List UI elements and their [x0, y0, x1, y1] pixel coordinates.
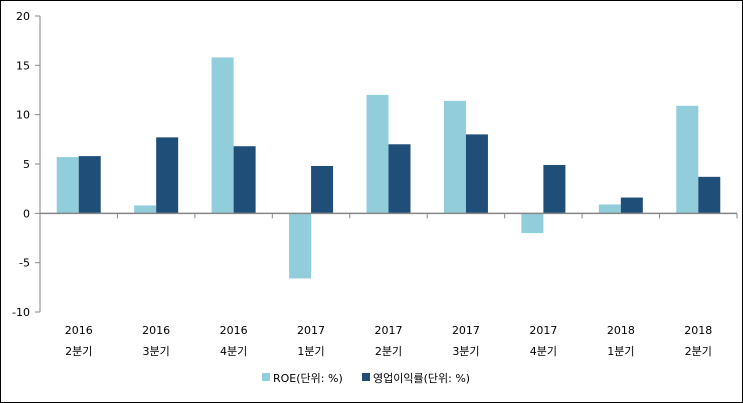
y-tick-label: 0	[23, 207, 30, 220]
x-label-quarter: 2분기	[65, 345, 92, 358]
x-label-year: 2017	[375, 324, 403, 337]
legend: ROE(단위: %) 영업이익률(단위: %)	[262, 372, 470, 385]
bar-operating-margin-0	[78, 156, 101, 214]
x-label-quarter: 3분기	[143, 345, 170, 358]
x-label-quarter: 2분기	[375, 345, 402, 358]
axes-group	[35, 15, 738, 313]
x-label-quarter: 4분기	[530, 345, 557, 358]
legend-swatch-operating-margin	[362, 373, 370, 381]
x-label-year: 2016	[142, 324, 170, 337]
legend-label-roe: ROE(단위: %)	[273, 372, 343, 385]
x-label-year: 2018	[684, 324, 712, 337]
bar-operating-margin-3	[311, 165, 334, 214]
y-tick-label: -10	[12, 306, 30, 319]
bars-group	[56, 57, 721, 279]
bar-roe-4	[366, 94, 389, 214]
y-tick-label: -5	[19, 257, 30, 270]
bar-roe-8	[676, 105, 699, 214]
x-label-quarter: 2분기	[685, 345, 712, 358]
bar-operating-margin-2	[233, 146, 256, 214]
x-label-year: 2016	[65, 324, 93, 337]
bar-operating-margin-7	[620, 197, 643, 214]
x-label-year: 2017	[297, 324, 325, 337]
y-tick-label: 20	[16, 10, 30, 23]
legend-label-operating-margin: 영업이익률(단위: %)	[373, 372, 470, 385]
y-tick-label: 10	[16, 109, 30, 122]
bar-roe-3	[289, 213, 312, 279]
x-label-year: 2017	[452, 324, 480, 337]
bar-roe-1	[134, 205, 157, 214]
x-label-year: 2017	[529, 324, 557, 337]
bar-operating-margin-8	[698, 176, 721, 214]
y-tick-label: 15	[16, 59, 30, 72]
x-label-quarter: 3분기	[452, 345, 479, 358]
bar-roe-2	[211, 57, 234, 214]
x-label-year: 2018	[607, 324, 635, 337]
y-tick-label: 5	[23, 158, 30, 171]
x-label-year: 2016	[220, 324, 248, 337]
bar-roe-0	[56, 157, 79, 214]
x-label-quarter: 4분기	[220, 345, 247, 358]
bar-roe-5	[443, 100, 466, 214]
legend-swatch-roe	[262, 373, 270, 381]
bar-roe-6	[521, 213, 544, 234]
bar-operating-margin-4	[388, 144, 411, 214]
bar-operating-margin-1	[156, 137, 179, 214]
bar-roe-7	[598, 204, 621, 214]
labels-group: -10 -5 0 5 10 15 20 2016 2분기 2016 3분기 2016 4분기 2017 1분…	[12, 10, 712, 358]
x-label-quarter: 1분기	[297, 345, 324, 358]
x-label-quarter: 1분기	[607, 345, 634, 358]
bar-operating-margin-5	[465, 134, 488, 214]
bar-operating-margin-6	[543, 164, 566, 214]
